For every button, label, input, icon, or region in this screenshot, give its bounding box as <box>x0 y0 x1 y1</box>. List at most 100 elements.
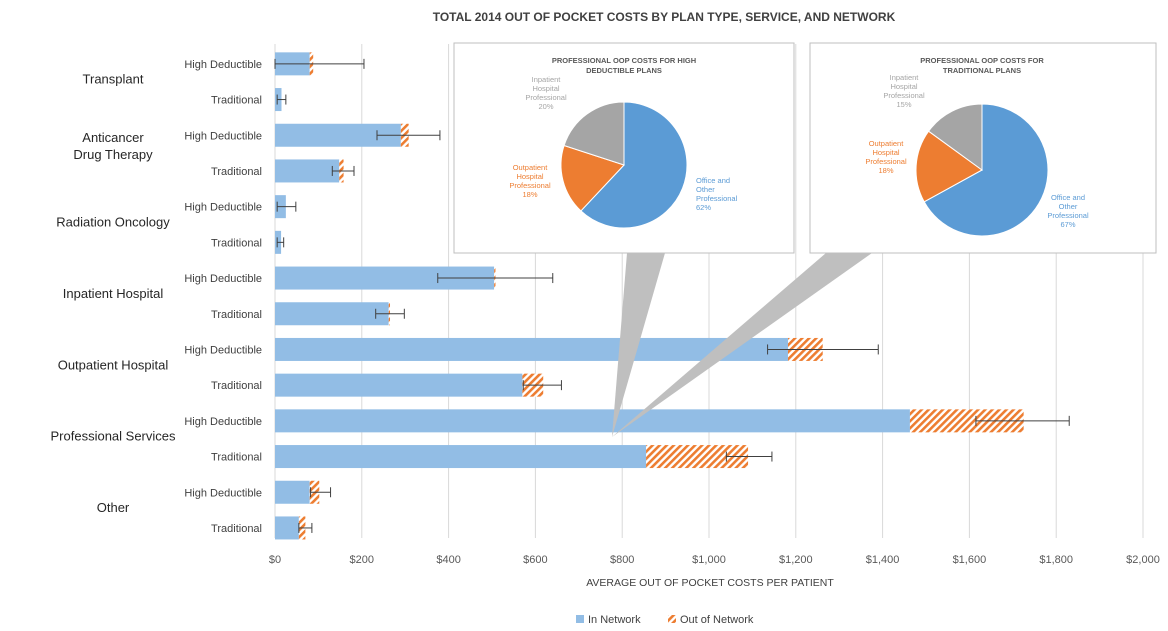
x-axis-title: AVERAGE OUT OF POCKET COSTS PER PATIENT <box>586 577 834 589</box>
pie-slice-label: Outpatient Hospital Professional 18% <box>509 163 551 199</box>
pie-slice-label: Outpatient Hospital Professional 18% <box>865 139 907 175</box>
x-tick-label: $1,800 <box>1039 554 1073 566</box>
x-tick-label: $400 <box>436 554 460 566</box>
bars <box>274 52 1070 540</box>
pie-slice-label: Inpatient Hospital Professional 20% <box>525 75 567 111</box>
pie-slice-label-line: Hospital <box>872 148 899 157</box>
inset-title-line: DEDUCTIBLE PLANS <box>586 66 662 75</box>
group-label-line: Anticancer <box>82 130 144 145</box>
group-label: Other <box>97 500 130 515</box>
pie-slice-value: 20% <box>538 102 553 111</box>
plan-label: Traditional <box>211 380 262 392</box>
pie-slice-label-line: Outpatient <box>869 139 905 148</box>
plan-label: Traditional <box>211 95 262 107</box>
group-label: Professional Services <box>51 429 176 444</box>
pie-slice-value: 67% <box>1060 220 1075 229</box>
plan-label: High Deductible <box>184 202 262 214</box>
bar-in-network <box>275 266 495 290</box>
inset-title-line: TRADITIONAL PLANS <box>943 66 1021 75</box>
plan-label: Traditional <box>211 237 262 249</box>
group-label: Radiation Oncology <box>56 215 170 230</box>
pie-slice-label-line: Hospital <box>516 172 543 181</box>
x-tick-label: $800 <box>610 554 634 566</box>
pie-slice-label-line: Professional <box>525 93 567 102</box>
x-tick-label: $1,000 <box>692 554 726 566</box>
legend-swatch-in-network <box>576 615 584 623</box>
pie-slice-label: Inpatient Hospital Professional 15% <box>883 73 925 109</box>
pie-slice-value: 18% <box>878 166 893 175</box>
plan-label: High Deductible <box>184 487 262 499</box>
x-tick-label: $1,600 <box>953 554 987 566</box>
inset-title: PROFESSIONAL OOP COSTS FOR TRADITIONAL PL… <box>920 56 1044 75</box>
plan-label: High Deductible <box>184 344 262 356</box>
bar-in-network <box>275 159 340 183</box>
group-label: Anticancer Drug Therapy <box>73 130 153 162</box>
pie-slice-value: 18% <box>522 190 537 199</box>
x-tick-label: $600 <box>523 554 547 566</box>
bar-in-network <box>275 516 299 540</box>
pie-slice-label: Office and Other Professional 67% <box>1047 193 1089 229</box>
bar-in-network <box>275 445 647 469</box>
bar-in-network <box>275 373 523 397</box>
plan-label: Traditional <box>211 452 262 464</box>
plan-label: Traditional <box>211 309 262 321</box>
pie-slice-label-line: Inpatient <box>890 73 920 82</box>
group-label: Inpatient Hospital <box>63 286 164 301</box>
pie-slice <box>923 103 1049 237</box>
pie-slice <box>915 130 983 203</box>
bar-in-network <box>275 337 788 361</box>
x-tick-label: $200 <box>350 554 374 566</box>
pie-slice-label-line: Office and <box>1051 193 1085 202</box>
pie-slice-label-line: Other <box>1059 202 1078 211</box>
pie-slice-label-line: Office and <box>696 176 730 185</box>
category-labels: Transplant High Deductible Traditional Anti… <box>51 59 263 535</box>
bar-out-of-network <box>909 409 1024 433</box>
plan-label: Traditional <box>211 523 262 535</box>
plan-label: High Deductible <box>184 59 262 71</box>
callout-pointer <box>612 253 665 437</box>
bar-in-network <box>275 409 910 433</box>
inset-title-line: PROFESSIONAL OOP COSTS FOR HIGH <box>552 56 696 65</box>
pie-slice <box>927 103 983 171</box>
plan-label: High Deductible <box>184 273 262 285</box>
pie-slice-label-line: Hospital <box>890 82 917 91</box>
legend-label: Out of Network <box>680 614 754 626</box>
x-tick-label: $2,000 <box>1126 554 1160 566</box>
pie-slice-label-line: Professional <box>1047 211 1089 220</box>
inset-title-line: PROFESSIONAL OOP COSTS FOR <box>920 56 1044 65</box>
pie-slice-label-line: Professional <box>696 194 738 203</box>
plan-label: High Deductible <box>184 416 262 428</box>
chart-title: TOTAL 2014 OUT OF POCKET COSTS BY PLAN T… <box>433 10 896 24</box>
pie-insets: PROFESSIONAL OOP COSTS FOR HIGH DEDUCTIBL… <box>453 42 1157 437</box>
pie-slice-label-line: Professional <box>509 181 551 190</box>
bar-in-network <box>275 480 310 504</box>
pie-slice-label-line: Hospital <box>532 84 559 93</box>
group-label: Transplant <box>83 72 144 87</box>
x-tick-label: $1,200 <box>779 554 813 566</box>
group-label: Outpatient Hospital <box>58 357 169 372</box>
pie-slice-value: 15% <box>896 100 911 109</box>
inset-title: PROFESSIONAL OOP COSTS FOR HIGH DEDUCTIBL… <box>552 56 696 75</box>
pie-slice-label: Office and Other Professional 62% <box>696 176 738 212</box>
bar-in-network <box>275 302 389 326</box>
pie-slice-value: 62% <box>696 203 711 212</box>
legend: In Network Out of Network <box>576 614 754 626</box>
x-axis: $0 $200 $400 $600 $800 $1,000 $1,200 $1,400 $1,6… <box>269 554 1160 566</box>
callout-pointer <box>612 253 872 437</box>
group-label-line: Drug Therapy <box>73 147 153 162</box>
plan-label: Traditional <box>211 166 262 178</box>
bar-in-network <box>275 123 401 147</box>
pie-slice-label-line: Outpatient <box>513 163 549 172</box>
bar-out-of-network <box>646 445 749 469</box>
legend-swatch-out-of-network <box>668 615 676 623</box>
pie-slice-label-line: Other <box>696 185 715 194</box>
pie-slice <box>580 101 688 229</box>
pie-slice <box>563 101 625 166</box>
plan-label: High Deductible <box>184 130 262 142</box>
pie-slice-label-line: Professional <box>883 91 925 100</box>
pie-slice-label-line: Inpatient <box>532 75 562 84</box>
x-tick-label: $0 <box>269 554 281 566</box>
legend-label: In Network <box>588 614 641 626</box>
pie-slice-label-line: Professional <box>865 157 907 166</box>
